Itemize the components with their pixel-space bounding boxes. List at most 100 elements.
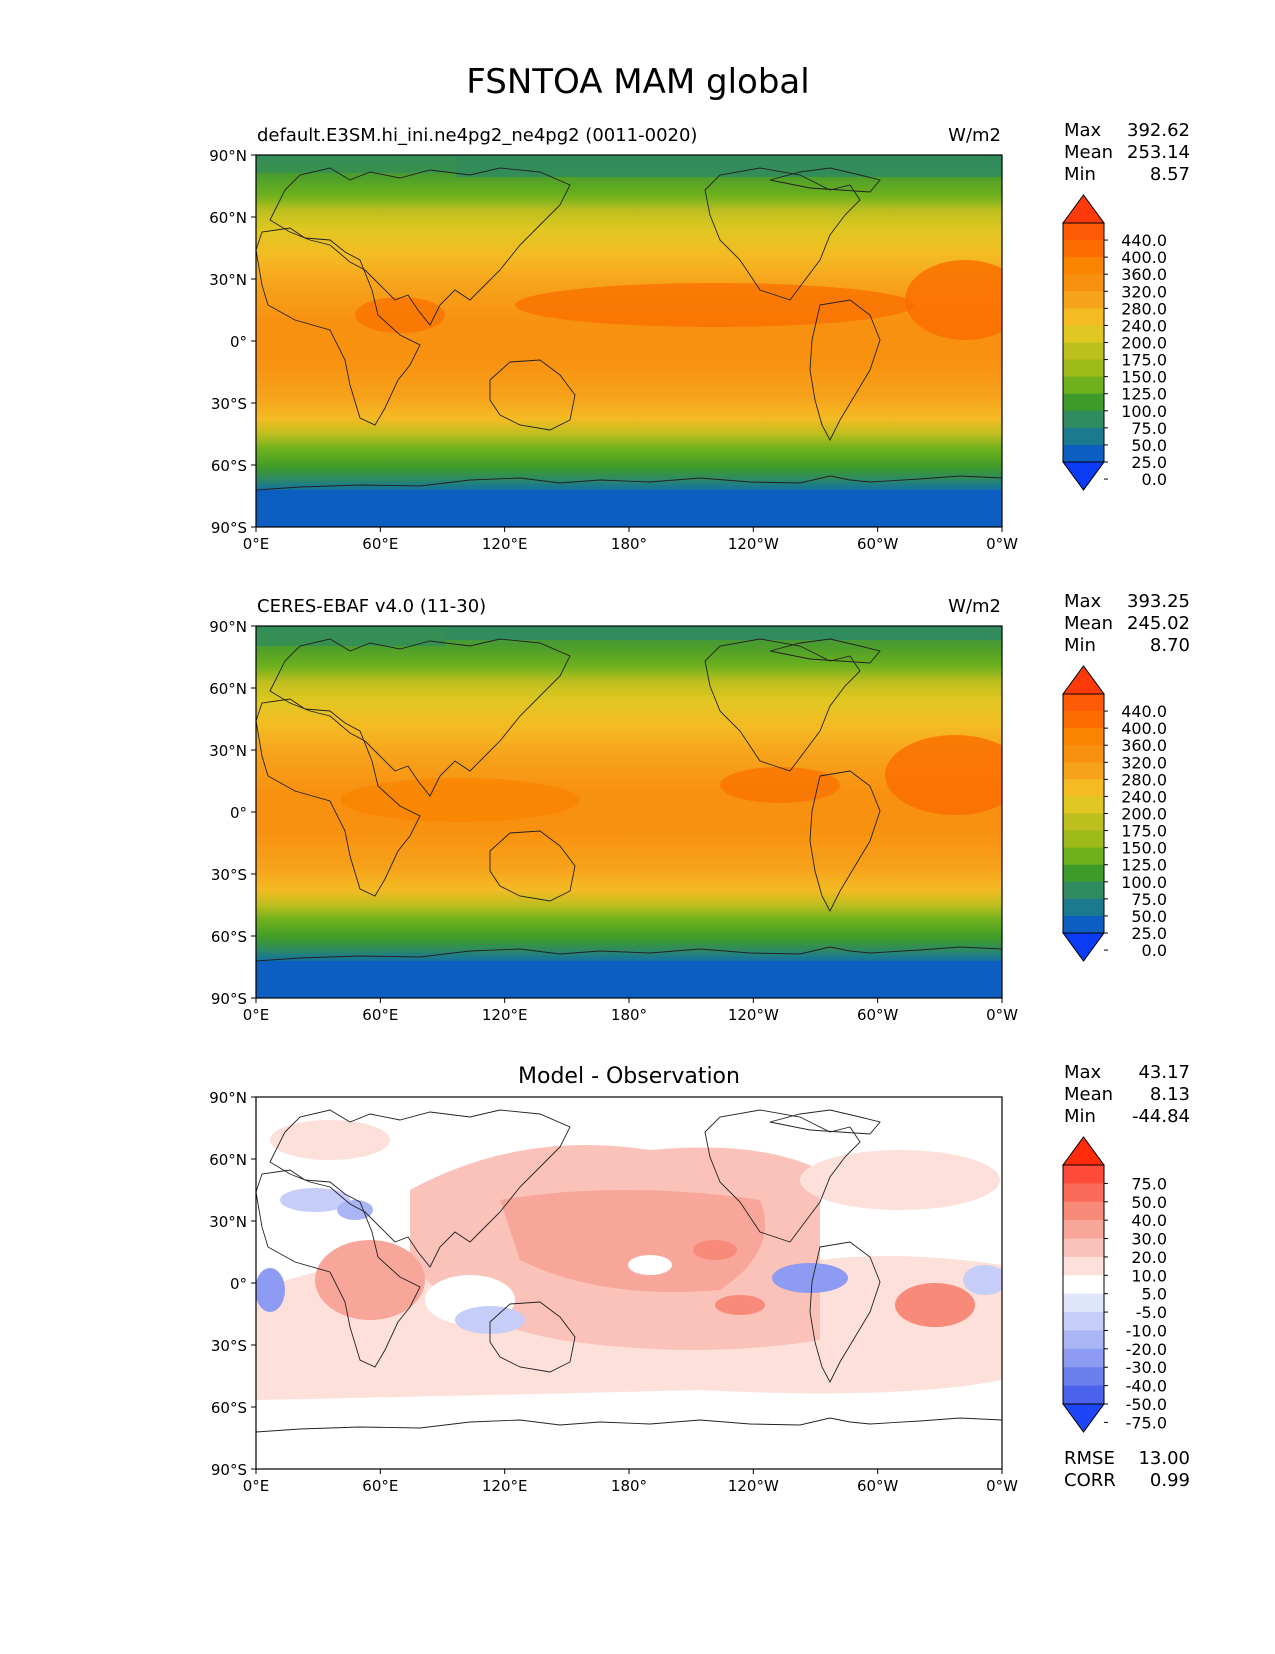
colorbar-label: 280.0 bbox=[1121, 770, 1167, 789]
lat-tick-label: 90°N bbox=[209, 618, 247, 636]
lat-tick-label: 90°S bbox=[211, 1461, 247, 1479]
colorbar-segment bbox=[1063, 1312, 1104, 1331]
coastline-segment bbox=[769, 167, 881, 193]
colorbar-label: -75.0 bbox=[1126, 1413, 1167, 1432]
colorbar-label: 240.0 bbox=[1121, 316, 1167, 335]
colorbar-segment bbox=[1063, 1183, 1104, 1203]
lat-tick-label: 30°S bbox=[211, 395, 247, 413]
lon-tick-label: 120°W bbox=[728, 1477, 779, 1495]
panel-difference: 90°N 60°N 30°N 0° 30°S 60°S 90°S0°E 60°E 120°E 18… bbox=[209, 1062, 1190, 1495]
colorbar-label: 25.0 bbox=[1131, 453, 1167, 472]
negative-anomaly-region bbox=[337, 1200, 373, 1220]
negative-anomaly-region bbox=[280, 1188, 350, 1212]
stat-label: Max bbox=[1064, 120, 1102, 141]
coastline-segment bbox=[489, 359, 576, 431]
lon-tick-label: 0°W bbox=[986, 535, 1018, 553]
lon-tick-label: 60°E bbox=[362, 1006, 398, 1024]
lon-tick-label: 120°E bbox=[482, 535, 528, 553]
colorbar-label: -30.0 bbox=[1126, 1358, 1167, 1377]
positive-anomaly-region bbox=[800, 1150, 1000, 1210]
colorbar-segment bbox=[1063, 1201, 1104, 1221]
positive-anomaly-region bbox=[693, 1240, 737, 1260]
colorbar-segment bbox=[1063, 847, 1104, 866]
colorbar-label: 30.0 bbox=[1131, 1230, 1167, 1249]
panel-observation: 90°N 60°N 30°N 0° 30°S 60°S 90°S0°E 60°E 120°E 18… bbox=[209, 591, 1190, 1024]
colorbar-segment bbox=[1063, 274, 1104, 292]
lat-tick-label: 30°S bbox=[211, 1337, 247, 1355]
negative-anomaly-region bbox=[455, 1306, 525, 1334]
colorbar-segment bbox=[1063, 1367, 1104, 1387]
lat-tick-label: 0° bbox=[230, 333, 247, 351]
coastline-segment bbox=[809, 770, 881, 912]
coastline-segment bbox=[489, 1301, 576, 1373]
colorbar-label: 440.0 bbox=[1121, 702, 1167, 721]
colorbar-label: 100.0 bbox=[1121, 873, 1167, 892]
colorbar-label: 200.0 bbox=[1121, 334, 1167, 353]
coastlines bbox=[256, 1109, 1002, 1433]
colorbar-segment bbox=[1063, 745, 1104, 763]
rmse-label: RMSE bbox=[1064, 1448, 1115, 1469]
coastline-segment bbox=[489, 830, 576, 902]
colorbar-label: 0.0 bbox=[1142, 470, 1167, 489]
coastline-segment bbox=[256, 1417, 1002, 1433]
panel-left-title: CERES-EBAF v4.0 (11-30) bbox=[257, 596, 486, 617]
colorbar-segment bbox=[1063, 1220, 1104, 1240]
colorbar-segment bbox=[1063, 830, 1104, 849]
colorbar-segment bbox=[1063, 796, 1104, 814]
lat-tick-label: 0° bbox=[230, 1275, 247, 1293]
colorbar-segment bbox=[1063, 1275, 1104, 1295]
colorbar-extend-min bbox=[1062, 1403, 1105, 1433]
lat-tick-label: 30°N bbox=[209, 271, 247, 289]
colorbar-segment bbox=[1063, 779, 1104, 797]
stat-value: 245.02 bbox=[1127, 613, 1190, 634]
tropical-max-region bbox=[905, 260, 1002, 340]
colorbar-label: 40.0 bbox=[1131, 1211, 1167, 1230]
coastline-segment bbox=[269, 167, 571, 326]
colorbar-label: -5.0 bbox=[1136, 1303, 1167, 1322]
colorbar-segment bbox=[1063, 410, 1104, 429]
colorbar-label: 440.0 bbox=[1121, 231, 1167, 250]
colorbar-label: 75.0 bbox=[1131, 890, 1167, 909]
coastline-segment bbox=[769, 1109, 881, 1135]
panel-left-title: default.E3SM.hi_ini.ne4pg2_ne4pg2 (0011-… bbox=[257, 125, 697, 146]
lon-tick-label: 120°E bbox=[482, 1006, 528, 1024]
colorbar-segment bbox=[1063, 915, 1104, 934]
colorbar-segment bbox=[1063, 711, 1104, 729]
coastline-segment bbox=[256, 698, 421, 897]
lon-tick-label: 0°E bbox=[243, 1477, 270, 1495]
figure-title: FSNTOA MAM global bbox=[466, 62, 809, 102]
stat-value: 8.70 bbox=[1150, 635, 1190, 656]
coastline-segment bbox=[269, 1109, 571, 1268]
positive-anomaly-region bbox=[315, 1240, 425, 1320]
lon-tick-label: 60°E bbox=[362, 1477, 398, 1495]
colorbar-segment bbox=[1063, 240, 1104, 258]
stat-label: Mean bbox=[1064, 613, 1113, 634]
colorbar-segment bbox=[1063, 1165, 1104, 1184]
panel-units: W/m2 bbox=[948, 125, 1001, 146]
tropical-max-region bbox=[720, 767, 840, 803]
colorbar-segment bbox=[1063, 728, 1104, 746]
stat-value: 8.57 bbox=[1150, 164, 1190, 185]
map-field-difference bbox=[256, 1097, 1002, 1469]
lon-tick-label: 0°W bbox=[986, 1477, 1018, 1495]
colorbar-label: 125.0 bbox=[1121, 856, 1167, 875]
colorbar-extend-max bbox=[1062, 1136, 1105, 1166]
lon-tick-label: 120°W bbox=[728, 535, 779, 553]
coastlines bbox=[256, 638, 1002, 962]
positive-anomaly-region bbox=[715, 1295, 765, 1315]
colorbar-label: 10.0 bbox=[1131, 1266, 1167, 1285]
lon-tick-label: 60°W bbox=[857, 535, 899, 553]
negative-anomaly-region bbox=[772, 1263, 848, 1293]
coastline-segment bbox=[256, 946, 1002, 962]
colorbar-segment bbox=[1063, 898, 1104, 917]
panel-units: W/m2 bbox=[948, 596, 1001, 617]
lat-tick-label: 60°N bbox=[209, 209, 247, 227]
stat-label: Min bbox=[1064, 164, 1096, 185]
colorbar-label: 175.0 bbox=[1121, 351, 1167, 370]
colorbar-label: 50.0 bbox=[1131, 1193, 1167, 1212]
colorbar-label: 400.0 bbox=[1121, 248, 1167, 267]
colorbar-segment bbox=[1063, 694, 1104, 712]
colorbar-extend-max bbox=[1062, 194, 1105, 224]
colorbar-label: 20.0 bbox=[1131, 1248, 1167, 1267]
colorbar-label: 280.0 bbox=[1121, 299, 1167, 318]
